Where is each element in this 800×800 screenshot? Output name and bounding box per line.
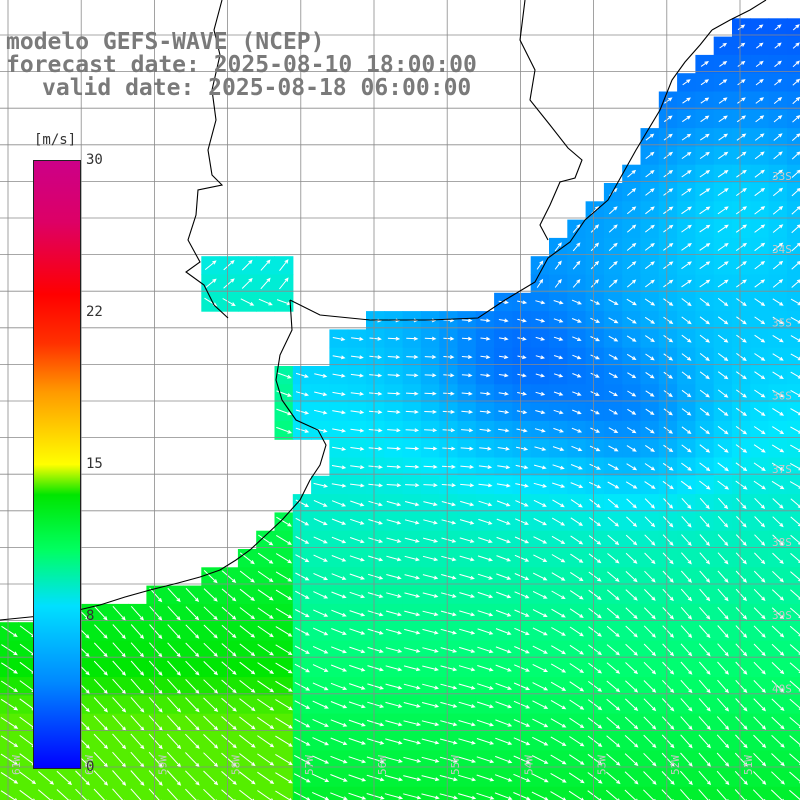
lat-label-34S: 34S xyxy=(772,243,792,256)
lat-label-33S: 33S xyxy=(772,170,792,183)
colorbar-tick-0: 0 xyxy=(86,759,95,775)
lon-label-59W: 59W xyxy=(156,755,169,775)
lon-label-51W: 51W xyxy=(742,755,755,775)
lon-label-54W: 54W xyxy=(522,755,535,775)
lat-label-35S: 35S xyxy=(772,316,792,329)
lon-label-61W: 61W xyxy=(10,755,23,775)
colorbar-tick-8: 8 xyxy=(86,608,95,624)
lon-label-55W: 55W xyxy=(449,755,462,775)
longitude-labels: 61W 60W 59W 58W 57W 56W 55W 54W 53W 52W 51W xyxy=(10,755,755,775)
colorbar-tick-22: 22 xyxy=(86,304,103,320)
latitude-labels: 33S 34S 35S 36S 37S 38S 39S 40S xyxy=(772,170,792,695)
lon-label-53W: 53W xyxy=(596,755,609,775)
lon-label-57W: 57W xyxy=(303,755,316,775)
title-valid-date: valid date: 2025-08-18 06:00:00 xyxy=(42,75,472,101)
lon-label-58W: 58W xyxy=(230,755,243,775)
title-forecast-date: forecast date: 2025-08-10 18:00:00 xyxy=(6,52,477,78)
colorbar xyxy=(33,160,81,769)
lat-label-39S: 39S xyxy=(772,609,792,622)
coastline xyxy=(0,0,767,621)
colorbar-tick-15: 15 xyxy=(86,456,103,472)
colorbar-unit: [m/s] xyxy=(34,132,77,148)
title-model: modelo GEFS-WAVE (NCEP) xyxy=(6,29,325,55)
lat-label-36S: 36S xyxy=(772,390,792,403)
lat-label-38S: 38S xyxy=(772,536,792,549)
lon-label-52W: 52W xyxy=(669,755,682,775)
lat-label-37S: 37S xyxy=(772,463,792,476)
colorbar-tick-30: 30 xyxy=(86,152,103,168)
wind-vectors xyxy=(0,24,800,800)
lon-label-60W: 60W xyxy=(83,755,96,775)
lat-label-40S: 40S xyxy=(772,682,792,695)
lon-label-56W: 56W xyxy=(376,755,389,775)
